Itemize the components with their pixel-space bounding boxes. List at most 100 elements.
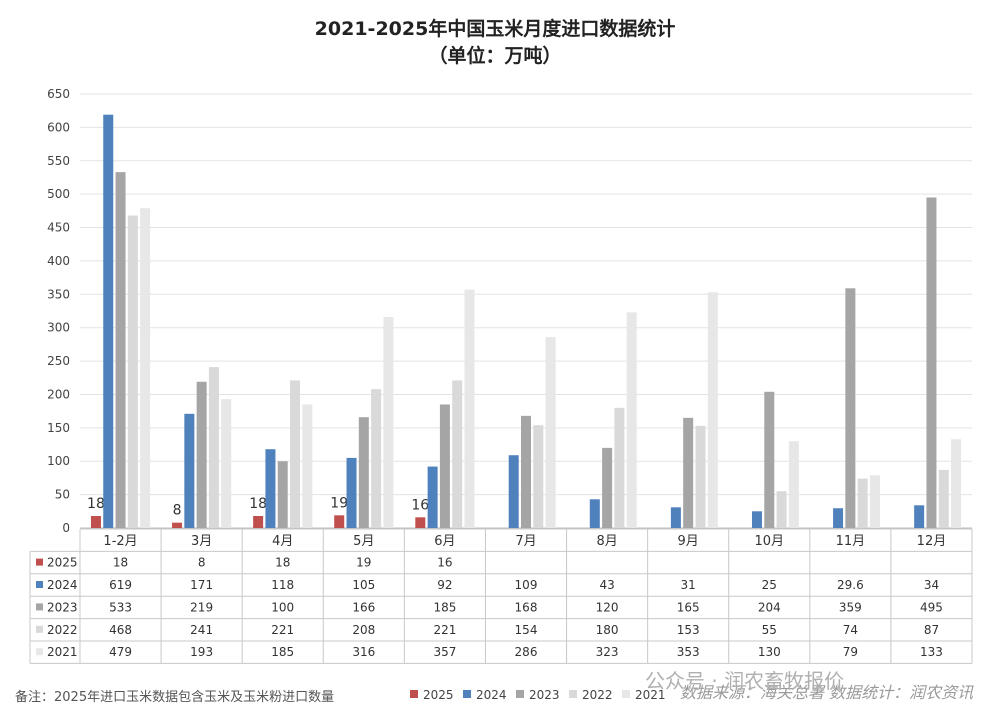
table-cell: 16 [437,556,452,570]
table-series-name: 2022 [47,623,78,637]
table-series-name: 2024 [47,578,78,592]
bar-2023 [277,461,288,528]
table-cell: 133 [920,645,943,659]
category-label: 4月 [272,534,293,549]
bar-2021 [951,439,962,528]
table-cell: 221 [271,623,294,637]
bar-2023 [764,391,775,528]
table-cell: 55 [762,623,777,637]
bar-2025 [415,517,426,528]
bar-2021 [626,312,637,528]
table-cell: 185 [271,645,294,659]
bar-2024 [508,455,519,528]
bar-2024 [346,457,357,528]
legend-label-2025: 2025 [423,688,454,702]
category-label: 5月 [353,534,374,549]
bar-2022 [290,380,301,528]
category-label: 3月 [191,534,212,549]
bar-2021 [221,399,232,528]
bar-2021 [545,337,556,528]
table-cell: 165 [677,600,700,614]
legend-swatch-2024 [463,690,471,698]
table-cell: 18 [275,556,290,570]
table-series-name: 2025 [47,556,78,570]
bar-2024 [833,508,844,528]
table-cell: 204 [758,600,781,614]
y-tick-label: 500 [47,187,70,201]
bar-2022 [776,491,787,528]
y-tick-label: 0 [62,521,70,535]
grid-lines [80,93,972,529]
table-cell: 19 [356,556,371,570]
y-tick-label: 400 [47,254,70,268]
table-cell: 118 [271,578,294,592]
y-tick-label: 350 [47,287,70,301]
category-label: 6月 [434,534,455,549]
table-cell: 286 [515,645,538,659]
table-cell: 619 [109,578,132,592]
watermark-text: 公众号 · 润农畜牧报价 [645,669,844,693]
bar-2023 [845,288,856,528]
category-label: 1-2月 [103,534,137,549]
bar-2023 [683,417,694,528]
table-series-swatch [36,603,43,611]
y-axis: 0 50 100 150 200 250 300 350 400 450 500 550 600 650 [47,87,70,535]
legend-label-2024: 2024 [476,688,507,702]
table-cell: 105 [352,578,375,592]
table-cell: 533 [109,600,132,614]
bar-2025 [172,522,183,528]
data-label-2025: 16 [411,497,429,513]
bar-2024 [751,511,762,528]
table-cell: 241 [190,623,213,637]
table-cell: 92 [437,578,452,592]
bar-2022 [695,425,706,528]
table-cell: 316 [352,645,375,659]
table-cell: 109 [515,578,538,592]
bar-2025 [90,515,101,528]
table-cell: 34 [924,578,939,592]
footer-note: 备注：2025年进口玉米数据包含玉米及玉米粉进口数量 [15,689,334,705]
legend-label-2022: 2022 [582,688,613,702]
table-cell: 353 [677,645,700,659]
table-cell: 74 [843,623,858,637]
category-label: 12月 [917,534,947,549]
bar-2024 [427,466,438,528]
table-cell: 171 [190,578,213,592]
bar-2023 [602,447,613,528]
table-cell: 120 [596,600,619,614]
table-series-swatch [36,558,43,566]
bar-2023 [358,417,369,528]
table-cell: 8 [198,556,206,570]
table-cell: 18 [113,556,128,570]
y-tick-label: 550 [47,154,70,168]
legend-label-2023: 2023 [529,688,560,702]
y-tick-label: 600 [47,120,70,134]
bar-2022 [938,469,949,528]
bar-2022 [208,367,219,528]
bar-2021 [869,475,880,528]
bar-2022 [857,478,868,528]
legend-swatch-2021 [622,690,630,698]
source-text: 数据来源：海关总署 数据统计：润农资讯 [680,683,974,702]
table-cell: 31 [681,578,696,592]
table-cell: 100 [271,600,294,614]
table-cell: 468 [109,623,132,637]
table-cell: 193 [190,645,213,659]
bar-2024 [265,449,276,528]
table-cell: 479 [109,645,132,659]
bar-2023 [439,404,450,528]
bar-2024 [670,507,681,528]
bars: 18 8 18 19 16 [87,114,962,529]
table-cell: 87 [924,623,939,637]
bar-2022 [614,407,625,528]
table-cell: 154 [515,623,538,637]
bar-2025 [334,515,345,528]
data-label-2025: 8 [173,503,182,519]
y-tick-label: 150 [47,421,70,435]
y-tick-label: 450 [47,221,70,235]
bar-2023 [196,381,207,528]
y-tick-label: 650 [47,87,70,101]
table-series-swatch [36,581,43,588]
bar-2021 [302,404,313,528]
